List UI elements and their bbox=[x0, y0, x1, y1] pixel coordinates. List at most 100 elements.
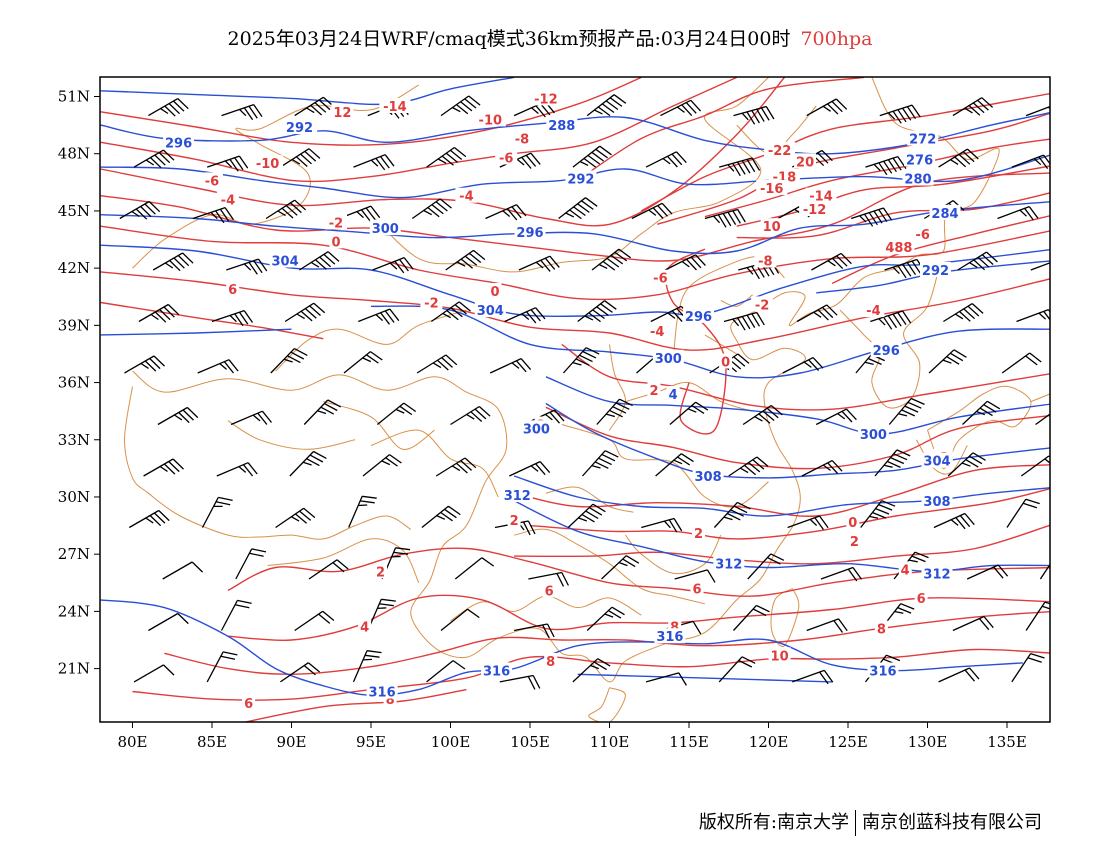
temperature-isotherm bbox=[831, 215, 1050, 285]
lon-label: 130E bbox=[908, 733, 948, 751]
lon-label: 100E bbox=[431, 733, 471, 751]
wind-barb bbox=[513, 101, 556, 118]
copyright-footer: 版权所有:南京大学 南京创蓝科技有限公司 bbox=[699, 808, 1042, 836]
wind-barb bbox=[376, 402, 417, 426]
wind-barb bbox=[499, 674, 541, 690]
temperature-label-bg bbox=[649, 269, 672, 285]
wind-barb bbox=[226, 258, 268, 275]
boundary-line bbox=[323, 401, 435, 450]
wind-barb bbox=[513, 623, 555, 639]
wind-barb bbox=[308, 559, 349, 580]
boundary-line bbox=[609, 344, 626, 431]
height-label-bg bbox=[565, 170, 597, 186]
wind-barb bbox=[938, 148, 979, 168]
lat-label: 30N bbox=[58, 488, 90, 506]
boundary-line bbox=[370, 429, 499, 498]
wind-barb bbox=[289, 450, 327, 477]
temperature-label: 2 bbox=[376, 565, 385, 580]
wind-barb bbox=[888, 397, 925, 425]
height-label-bg bbox=[369, 220, 401, 236]
height-label-bg bbox=[546, 117, 578, 133]
height-label: 316 bbox=[483, 665, 510, 680]
wind-barb bbox=[275, 507, 316, 529]
wind-barb bbox=[372, 256, 414, 274]
temperature-label-bg bbox=[799, 201, 831, 216]
height-label-bg bbox=[481, 662, 513, 678]
temperature-label-bg bbox=[846, 513, 860, 529]
wind-barb bbox=[411, 198, 452, 220]
temperature-label-bg bbox=[764, 141, 796, 157]
height-label-bg bbox=[652, 349, 684, 365]
lat-label: 21N bbox=[58, 660, 90, 678]
wind-barb bbox=[879, 104, 921, 124]
height-label: 300 bbox=[655, 352, 682, 367]
wind-barb bbox=[280, 148, 321, 168]
wind-barb bbox=[815, 408, 857, 426]
height-label: 300 bbox=[523, 422, 550, 437]
wind-barb bbox=[119, 200, 161, 220]
temperature-label: 2 bbox=[850, 535, 859, 550]
lon-label: 85E bbox=[197, 733, 227, 751]
temperature-label-bg bbox=[754, 252, 777, 268]
temperature-label-bg bbox=[768, 168, 800, 184]
temperature-label: 12 bbox=[333, 106, 351, 121]
temperature-label-bg bbox=[719, 353, 733, 369]
temperature-label: 8 bbox=[386, 693, 395, 708]
temperature-label-bg bbox=[374, 563, 387, 579]
temperature-label: 0 bbox=[721, 356, 730, 371]
temperature-isotherm bbox=[227, 594, 1050, 642]
wind-barb bbox=[933, 512, 975, 530]
temperature-label-bg bbox=[488, 283, 502, 298]
height-label-bg bbox=[857, 426, 889, 441]
temperature-label-bg bbox=[542, 582, 556, 598]
height-label-bg bbox=[163, 134, 195, 150]
height-label-bg bbox=[929, 204, 961, 220]
temperature-isotherm bbox=[704, 138, 1050, 218]
temperature-label: 0 bbox=[331, 235, 340, 250]
longitude-axis: 80E 85E 90E 95E 100E 105E 110E 115E 120E 125E 130E… bbox=[117, 722, 1027, 751]
wind-barb bbox=[801, 460, 843, 477]
wind-barb bbox=[874, 449, 911, 477]
wind-barb bbox=[201, 496, 233, 528]
wind-barb bbox=[270, 348, 308, 374]
wind-barb bbox=[747, 553, 785, 580]
wind-barb bbox=[952, 615, 994, 632]
wind-barb bbox=[162, 561, 204, 580]
lon-label: 80E bbox=[117, 733, 147, 751]
height-label: 304 bbox=[923, 455, 950, 470]
height-label-bg bbox=[692, 468, 724, 483]
wind-barb bbox=[143, 458, 184, 477]
temperature-label-bg bbox=[216, 191, 239, 207]
wind-barb bbox=[811, 252, 852, 271]
temperature-label: -12 bbox=[534, 92, 558, 107]
height-label: 300 bbox=[372, 222, 399, 237]
geopotential-contour bbox=[100, 154, 1050, 199]
height-label: 316 bbox=[869, 665, 896, 680]
boundary-line bbox=[123, 386, 412, 540]
height-label-bg bbox=[284, 119, 315, 134]
height-label: 292 bbox=[286, 121, 313, 136]
wind-barb bbox=[221, 103, 263, 121]
lat-label: 42N bbox=[58, 259, 90, 277]
temperature-label-bg bbox=[760, 218, 783, 234]
wind-barb bbox=[299, 251, 340, 271]
temperature-label-bg bbox=[847, 532, 861, 548]
wind-barb bbox=[133, 664, 175, 683]
wind-barb bbox=[718, 656, 756, 683]
temperature-label: -10 bbox=[479, 113, 503, 128]
temperature-label: 0 bbox=[848, 516, 857, 531]
map-frame bbox=[99, 76, 1051, 723]
temperature-isotherm bbox=[242, 688, 467, 722]
temperature-isotherm bbox=[100, 77, 642, 146]
lat-label: 48N bbox=[58, 145, 90, 163]
temperature-label: 8 bbox=[877, 623, 886, 638]
wind-barb bbox=[280, 662, 321, 683]
temperature-label-bg bbox=[544, 653, 558, 668]
boundary-line bbox=[625, 534, 722, 575]
wind-barb bbox=[211, 309, 254, 327]
wind-barb bbox=[860, 500, 896, 528]
wind-barb bbox=[454, 557, 495, 580]
lat-label: 27N bbox=[58, 545, 90, 563]
wind-barb bbox=[381, 547, 411, 580]
wind-barb bbox=[820, 566, 863, 582]
